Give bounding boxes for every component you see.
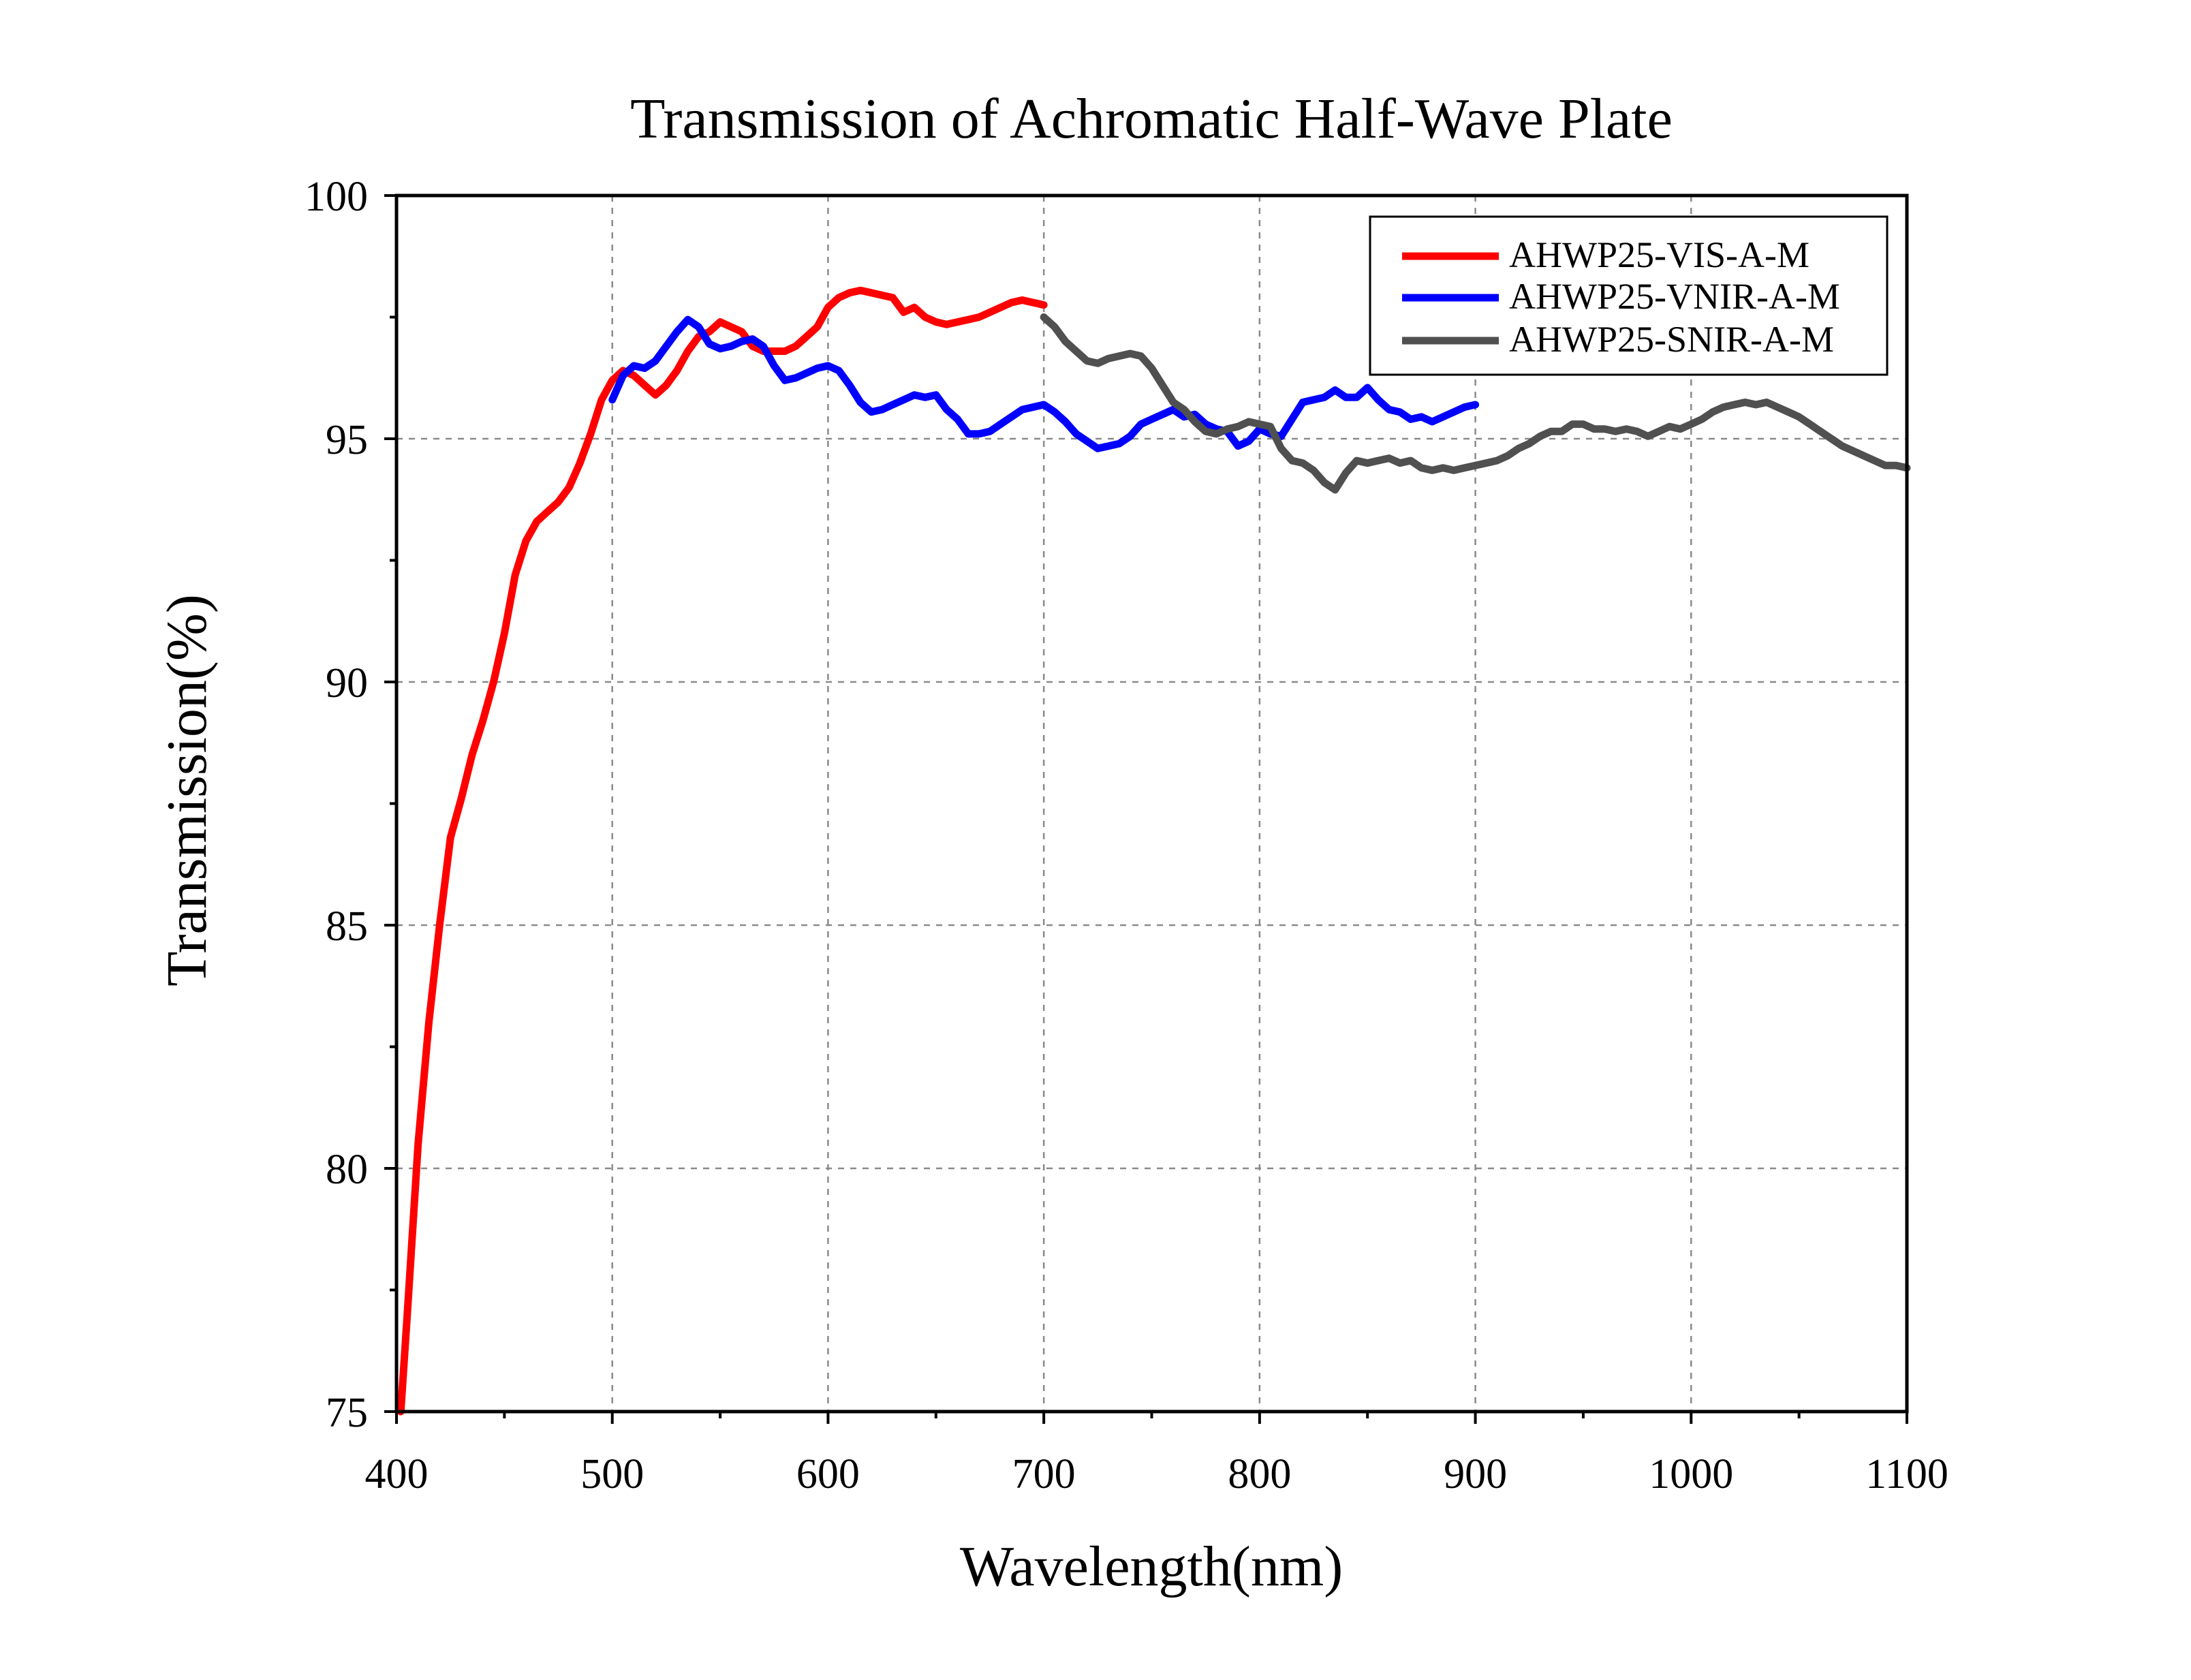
x-tick-label: 1000: [1649, 1451, 1733, 1497]
series-lines: [397, 286, 1911, 1416]
y-tick-label: 75: [326, 1390, 368, 1436]
x-tick-label: 400: [365, 1451, 429, 1497]
series-line-snir: [1040, 313, 1911, 494]
x-tick-label: 1100: [1865, 1451, 1948, 1497]
series-line-vnir: [608, 315, 1480, 452]
axis-ticks: [384, 194, 1908, 1424]
y-tick-label: 95: [326, 417, 368, 463]
x-tick-label: 900: [1444, 1451, 1507, 1497]
legend-label-vnir: AHWP25-VNIR-A-M: [1509, 276, 1840, 317]
x-tick-label: 700: [1012, 1451, 1076, 1497]
x-axis-title: Wavelength(nm): [960, 1535, 1343, 1598]
legend-label-snir: AHWP25-SNIR-A-M: [1509, 319, 1834, 360]
y-axis-tick-labels: 75 80 85 90 95 100: [305, 174, 368, 1436]
chart-title: Transmission of Achromatic Half-Wave Pla…: [630, 87, 1673, 151]
x-tick-label: 600: [796, 1451, 860, 1497]
x-tick-label: 800: [1228, 1451, 1291, 1497]
y-tick-label: 100: [305, 174, 368, 220]
y-tick-label: 90: [326, 660, 368, 706]
y-tick-label: 80: [326, 1147, 368, 1193]
y-tick-label: 85: [326, 903, 368, 950]
y-axis-title: Transmission(%): [155, 594, 219, 986]
legend: AHWP25-VIS-A-M AHWP25-VNIR-A-M AHWP25-SN…: [1369, 215, 1889, 376]
series-line-vis: [397, 286, 1048, 1416]
x-tick-label: 500: [580, 1451, 644, 1497]
legend-label-vis: AHWP25-VIS-A-M: [1509, 234, 1809, 275]
x-axis-tick-labels: 400 500 600 700 800 900 1000 1100: [365, 1451, 1948, 1497]
